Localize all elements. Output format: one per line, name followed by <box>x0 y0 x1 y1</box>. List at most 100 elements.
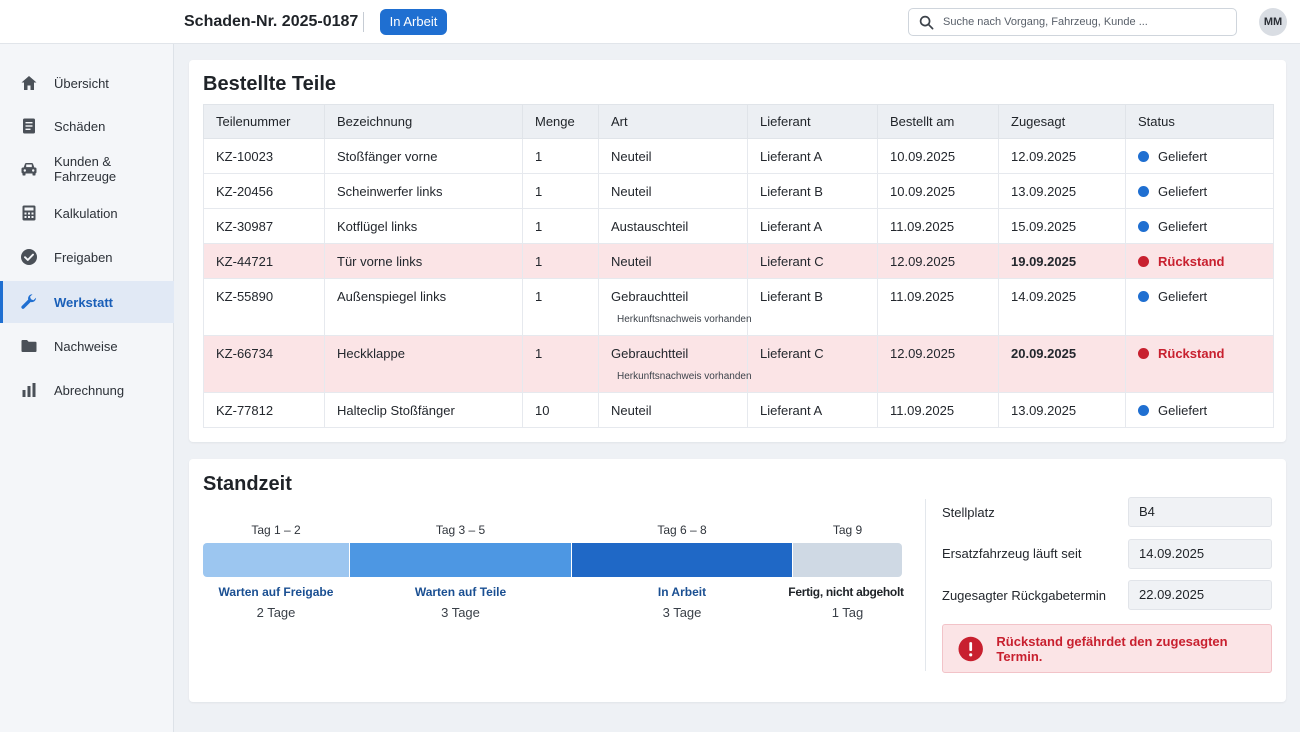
part-ordered-date: 11.09.2025 <box>877 208 999 244</box>
document-icon <box>20 117 38 135</box>
backlog-alert: Rückstand gefährdet den zugesagten Termi… <box>942 624 1272 673</box>
part-qty: 1 <box>522 335 599 393</box>
case-status-badge[interactable]: In Arbeit <box>380 9 447 35</box>
bar-chart-icon <box>20 381 38 399</box>
table-row[interactable]: KZ-30987 Kotflügel links 1 Austauschteil… <box>203 208 1274 244</box>
part-number: KZ-44721 <box>203 243 325 279</box>
part-supplier: Lieferant B <box>747 173 878 209</box>
part-qty: 1 <box>522 173 599 209</box>
part-type: Neuteil <box>598 138 748 174</box>
part-promised-date: 12.09.2025 <box>998 138 1126 174</box>
rueckgabetermin-label: Zugesagter Rückgabetermin <box>942 588 1107 603</box>
sidebar-item-abrechnung[interactable]: Abrechnung <box>0 369 174 411</box>
part-supplier: Lieferant C <box>747 243 878 279</box>
col-header[interactable]: Zugesagt <box>998 104 1126 139</box>
status-dot <box>1138 221 1149 232</box>
part-name: Stoßfänger vorne <box>324 138 523 174</box>
part-status: Rückstand <box>1125 335 1274 393</box>
divider <box>925 499 926 671</box>
part-type: Gebrauchtteil Herkunftsnachweis vorhande… <box>598 278 752 336</box>
table-row-backlog[interactable]: KZ-44721 Tür vorne links 1 Neuteil Liefe… <box>203 243 1274 279</box>
status-text: Geliefert <box>1158 149 1208 164</box>
status-text: Rückstand <box>1158 254 1225 269</box>
phase-bar-segment[interactable] <box>203 543 349 577</box>
table-row[interactable]: KZ-55890 Außenspiegel links 1 Gebrauchtt… <box>203 278 1274 336</box>
phase-bar-segment[interactable] <box>572 543 792 577</box>
part-ordered-date: 10.09.2025 <box>877 138 999 174</box>
case-title: Schaden-Nr. 2025-0187 <box>184 13 359 30</box>
sidebar-item-label: Kalkulation <box>54 205 118 221</box>
phase-duration: 3 Tage <box>441 605 480 620</box>
section-title-standzeit: Standzeit <box>203 473 292 495</box>
col-header[interactable]: Menge <box>522 104 599 139</box>
sidebar-item-label: Nachweise <box>54 338 118 354</box>
user-avatar[interactable]: MM <box>1259 8 1287 36</box>
search-input[interactable] <box>943 13 1228 31</box>
alert-icon <box>958 636 983 661</box>
part-status: Geliefert <box>1125 392 1274 428</box>
part-name: Halteclip Stoßfänger <box>324 392 523 428</box>
part-number: KZ-55890 <box>203 278 325 336</box>
part-status: Rückstand <box>1125 243 1274 279</box>
search-icon <box>919 15 934 30</box>
table-row[interactable]: KZ-20456 Scheinwerfer links 1 Neuteil Li… <box>203 173 1274 209</box>
part-number: KZ-66734 <box>203 335 325 393</box>
phase-days-label: Tag 9 <box>832 523 863 537</box>
provenance-text: Herkunftsnachweis vorhanden <box>617 314 752 325</box>
part-qty: 1 <box>522 243 599 279</box>
sidebar-item-kunden-fahrzeuge[interactable]: Kunden & Fahrzeuge <box>0 148 174 190</box>
col-header[interactable]: Bestellt am <box>877 104 999 139</box>
stellplatz-value: B4 <box>1128 497 1272 527</box>
status-text: Rückstand <box>1158 346 1225 361</box>
top-bar: Schaden-Nr. 2025-0187 In Arbeit MM <box>0 0 1300 44</box>
ordered-parts-card: Bestellte Teile Teilenummer Bezeichnung … <box>189 60 1286 442</box>
col-header[interactable]: Art <box>598 104 748 139</box>
table-row[interactable]: KZ-10023 Stoßfänger vorne 1 Neuteil Lief… <box>203 138 1274 174</box>
phase-bar-segment[interactable] <box>793 543 902 577</box>
sidebar-item-uebersicht[interactable]: Übersicht <box>0 62 174 104</box>
part-type: Austauschteil <box>598 208 748 244</box>
col-header[interactable]: Status <box>1125 104 1274 139</box>
section-title-parts: Bestellte Teile <box>203 73 337 95</box>
part-type-text: Gebrauchtteil <box>611 346 689 361</box>
sidebar-item-freigaben[interactable]: Freigaben <box>0 236 174 278</box>
status-text: Geliefert <box>1158 219 1208 234</box>
part-qty: 1 <box>522 278 599 336</box>
part-name: Außenspiegel links <box>324 278 523 336</box>
part-ordered-date: 11.09.2025 <box>877 392 999 428</box>
table-row[interactable]: KZ-77812 Halteclip Stoßfänger 10 Neuteil… <box>203 392 1274 428</box>
table-row-backlog[interactable]: KZ-66734 Heckklappe 1 Gebrauchtteil Herk… <box>203 335 1274 393</box>
phase-name: In Arbeit <box>657 585 707 599</box>
sidebar-item-label: Werkstatt <box>54 294 114 310</box>
sidebar-item-schaeden[interactable]: Schäden <box>0 105 174 147</box>
phase-name: Warten auf Teile <box>414 585 507 599</box>
part-type: Neuteil <box>598 392 748 428</box>
calculator-icon <box>20 204 38 222</box>
status-dot <box>1138 151 1149 162</box>
sidebar-item-werkstatt[interactable]: Werkstatt <box>0 281 174 323</box>
search-box[interactable] <box>908 8 1237 36</box>
sidebar-item-label: Schäden <box>54 118 106 134</box>
alert-text: Rückstand gefährdet den zugesagten Termi… <box>996 633 1228 664</box>
col-header[interactable]: Teilenummer <box>203 104 325 139</box>
check-circle-icon <box>20 248 38 266</box>
status-dot <box>1138 291 1149 302</box>
phase-bar-segment[interactable] <box>350 543 571 577</box>
phase-duration: 1 Tag <box>831 605 864 620</box>
stellplatz-label: Stellplatz <box>942 505 995 520</box>
part-number: KZ-20456 <box>203 173 325 209</box>
part-supplier: Lieferant A <box>747 208 878 244</box>
col-header[interactable]: Bezeichnung <box>324 104 523 139</box>
part-ordered-date: 10.09.2025 <box>877 173 999 209</box>
col-header[interactable]: Lieferant <box>747 104 878 139</box>
part-status: Geliefert <box>1125 138 1274 174</box>
phase-days-label: Tag 6 – 8 <box>657 523 707 537</box>
sidebar-item-nachweise[interactable]: Nachweise <box>0 325 174 367</box>
part-qty: 10 <box>522 392 599 428</box>
part-qty: 1 <box>522 208 599 244</box>
sidebar-item-kalkulation[interactable]: Kalkulation <box>0 192 174 234</box>
part-status: Geliefert <box>1125 208 1274 244</box>
part-type: Neuteil <box>598 173 748 209</box>
status-text: Geliefert <box>1158 403 1208 418</box>
status-text: Geliefert <box>1158 289 1208 304</box>
